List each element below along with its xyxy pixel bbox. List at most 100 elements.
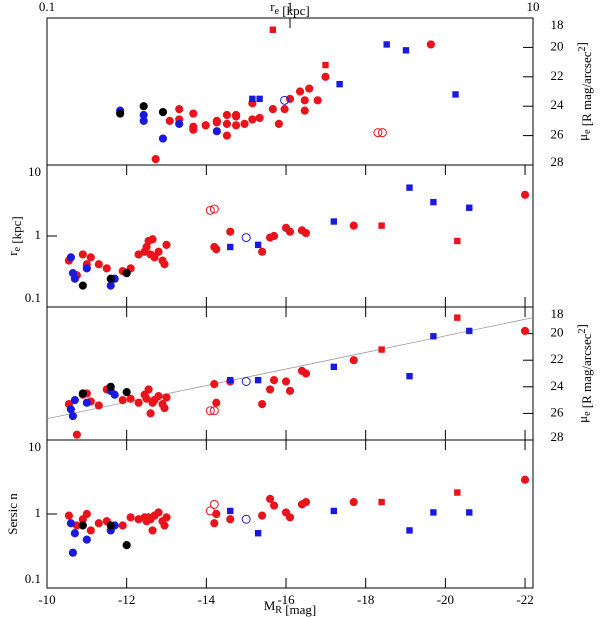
point	[378, 498, 385, 506]
point	[222, 131, 232, 140]
point	[373, 128, 383, 138]
point	[148, 398, 157, 407]
axis-label-part: [R mag/arcsec	[579, 51, 594, 129]
y-tick-label: 26	[551, 404, 565, 419]
point	[520, 190, 530, 199]
x-tick-label: 1	[287, 0, 294, 14]
point	[430, 509, 437, 516]
point	[148, 526, 157, 535]
point	[139, 102, 148, 111]
y-tick-label: 22	[551, 351, 564, 366]
point	[249, 95, 256, 103]
point	[378, 346, 385, 353]
point	[226, 515, 235, 524]
axis-label-part: [mag]	[282, 602, 316, 617]
point	[122, 269, 131, 278]
point	[82, 535, 91, 544]
axis-label-part: 2	[577, 328, 588, 333]
point	[154, 247, 163, 256]
point	[212, 245, 221, 254]
point	[430, 333, 437, 340]
point	[301, 369, 311, 378]
axis-label-part: μ	[575, 416, 590, 423]
point	[175, 105, 184, 114]
point	[158, 107, 168, 117]
point	[158, 134, 168, 143]
point	[139, 110, 148, 120]
point	[126, 513, 135, 522]
point	[241, 376, 251, 386]
point	[349, 221, 358, 230]
point	[64, 511, 74, 520]
point	[209, 499, 219, 509]
x-tick-label: -16	[277, 592, 295, 607]
point	[452, 91, 459, 98]
axis-label-part: R	[275, 605, 282, 616]
point	[66, 519, 76, 528]
point	[269, 231, 279, 241]
point	[70, 274, 79, 283]
point	[227, 243, 234, 251]
point	[94, 519, 103, 528]
point	[102, 264, 111, 273]
point	[175, 119, 184, 128]
axis-label-part: r	[5, 251, 20, 256]
point	[406, 527, 413, 534]
point	[520, 326, 530, 336]
point	[301, 228, 311, 238]
point	[300, 96, 309, 105]
point	[201, 121, 210, 130]
point	[406, 184, 413, 191]
y-tick-label: 1	[35, 505, 42, 520]
point	[189, 125, 198, 134]
point	[94, 401, 103, 410]
y-tick-label: 28	[551, 154, 564, 169]
y-tick-label: 10	[28, 439, 41, 454]
x-tick-label: -12	[118, 592, 135, 607]
point	[254, 376, 262, 384]
point	[106, 281, 115, 290]
point	[301, 497, 311, 507]
point	[210, 380, 219, 389]
y-tick-label: 28	[551, 429, 564, 444]
point	[122, 388, 131, 397]
y-tick-label: 20	[551, 325, 564, 340]
point	[377, 128, 387, 138]
point	[454, 314, 461, 321]
point	[285, 513, 295, 522]
point	[256, 95, 263, 103]
point	[280, 105, 289, 114]
point	[70, 396, 79, 405]
point	[466, 509, 473, 516]
point	[313, 96, 322, 105]
point	[254, 241, 262, 249]
axis-label-part: r	[270, 0, 275, 14]
axis-label-part: ]	[574, 42, 589, 46]
point	[265, 494, 275, 503]
axis-label: μe [R mag/arcsec2]	[574, 324, 594, 423]
point	[78, 521, 87, 530]
point	[268, 105, 277, 114]
axis-label: re [kpc]	[5, 216, 24, 255]
point	[300, 106, 309, 115]
point	[295, 87, 305, 96]
point	[336, 80, 343, 88]
point	[305, 84, 314, 93]
point	[349, 497, 358, 507]
x-tick-label: 10	[527, 0, 540, 14]
point	[160, 260, 169, 269]
point	[142, 394, 151, 403]
point	[82, 398, 91, 407]
point	[78, 389, 87, 398]
point	[162, 393, 171, 402]
point	[94, 260, 103, 269]
point	[146, 409, 155, 418]
point	[269, 376, 279, 385]
point	[248, 115, 257, 124]
point	[231, 121, 241, 130]
point	[280, 95, 290, 105]
point	[118, 396, 127, 405]
axis-label-part: ]	[574, 324, 589, 328]
point	[106, 382, 115, 391]
